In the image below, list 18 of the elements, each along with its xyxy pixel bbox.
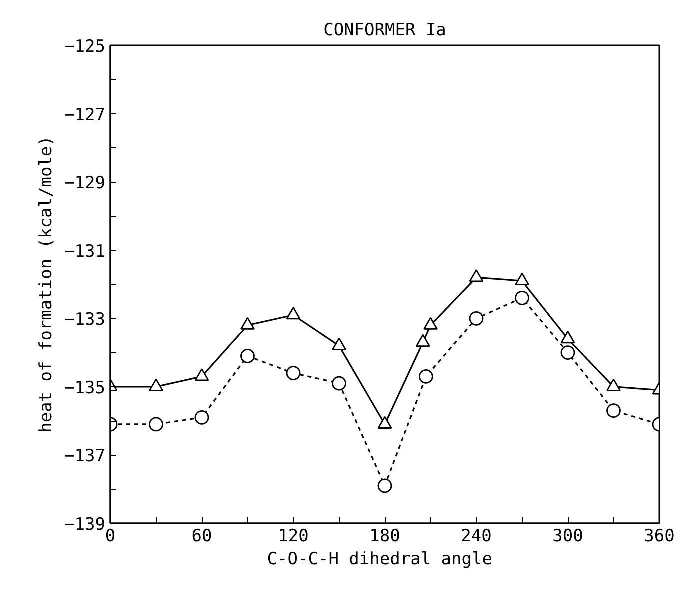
y-tick-label: −139 [64, 515, 106, 535]
chart-title: CONFORMER Ia [324, 20, 446, 40]
y-tick-label: −137 [64, 446, 106, 467]
x-tick-label: 60 [192, 526, 212, 546]
y-tick-label: −133 [64, 310, 106, 330]
x-tick-label: 360 [644, 526, 675, 546]
x-tick-label: 0 [105, 526, 116, 546]
y-tick-label: −135 [64, 378, 106, 398]
y-tick-label: −129 [64, 174, 106, 194]
x-tick-label: 240 [461, 526, 492, 546]
y-tick-label: −131 [64, 242, 106, 262]
y-tick-label: −127 [64, 105, 106, 126]
x-axis-title: C-O-C-H dihedral angle [267, 550, 492, 570]
y-axis-title: heat of formation (kcal/mole) [36, 136, 57, 433]
y-tick-label: −125 [64, 37, 106, 57]
x-tick-label: 120 [278, 526, 309, 546]
x-tick-label: 300 [552, 526, 584, 546]
x-tick-label: 180 [370, 526, 400, 546]
